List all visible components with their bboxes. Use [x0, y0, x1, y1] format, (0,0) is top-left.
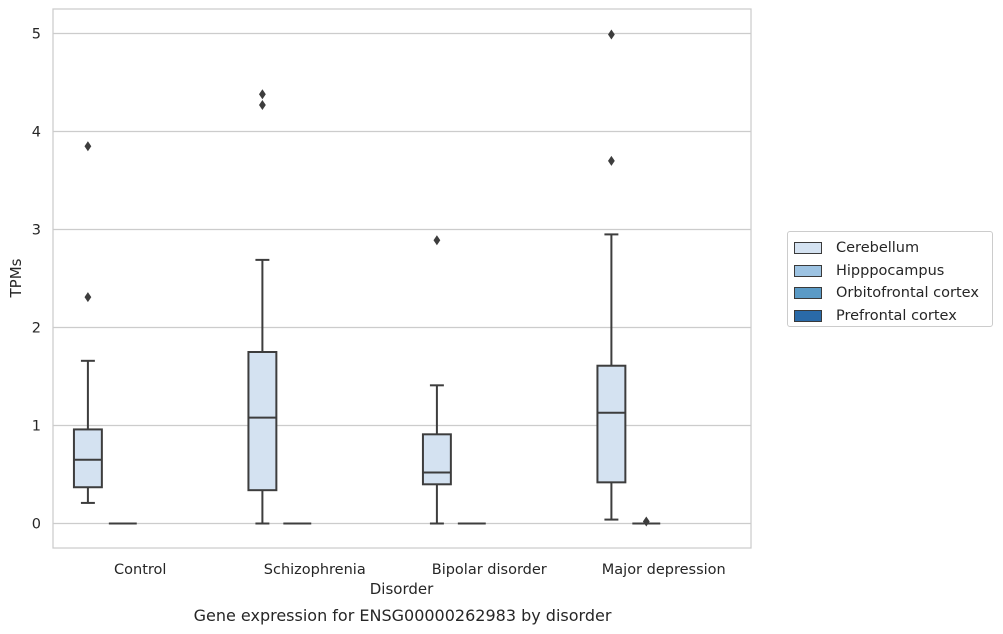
box-plot: [247, 89, 278, 525]
x-tick-label: Control: [114, 562, 166, 578]
box-plot: [632, 516, 661, 527]
figure-caption: Gene expression for ENSG00000262983 by d…: [193, 606, 612, 625]
legend-item-hippocampus: Hipppocampus: [788, 260, 992, 283]
box-plots: [72, 29, 661, 527]
box-plot: [72, 141, 103, 504]
outlier-point: [84, 292, 92, 303]
legend-item-prefrontal: Prefrontal cortex: [788, 305, 992, 328]
legend-item-orbitofrontal: Orbitofrontal cortex: [788, 282, 992, 305]
legend-swatch-orbitofrontal: [794, 287, 822, 300]
x-tick-labels: Control Schizophrenia Bipolar disorder Majo…: [114, 562, 726, 578]
box-plot: [421, 235, 452, 525]
x-axis-label: Disorder: [369, 580, 434, 598]
legend-label: Cerebellum: [836, 240, 920, 256]
legend-swatch-cerebellum: [794, 242, 822, 255]
y-tick-label: 1: [32, 419, 41, 435]
legend: Cerebellum Hipppocampus Orbitofrontal co…: [787, 231, 993, 327]
outlier-point: [608, 155, 615, 166]
outlier-point: [259, 100, 266, 111]
y-tick-label: 4: [32, 125, 41, 141]
y-gridlines: [53, 32, 751, 525]
outlier-point: [433, 235, 441, 246]
x-tick-label: Schizophrenia: [264, 562, 366, 578]
x-tick-label: Bipolar disorder: [432, 562, 547, 578]
box: [596, 364, 627, 484]
plot-area-frame: [52, 8, 752, 549]
legend-label: Prefrontal cortex: [836, 307, 957, 324]
y-tick-labels: 0 1 2 3 4 5: [32, 27, 41, 533]
legend-swatch-prefrontal: [794, 309, 822, 322]
x-tick-label: Major depression: [602, 562, 726, 578]
box: [247, 351, 278, 492]
box: [421, 433, 452, 486]
y-tick-label: 5: [32, 27, 41, 43]
y-tick-label: 3: [32, 223, 41, 239]
y-axis-label: TPMs: [7, 258, 25, 298]
box: [72, 428, 103, 489]
outlier-point: [608, 29, 615, 40]
outlier-point: [259, 89, 266, 100]
legend-item-cerebellum: Cerebellum: [788, 237, 992, 260]
legend-label: Orbitofrontal cortex: [836, 285, 979, 301]
box-plot: [596, 29, 627, 521]
legend-label: Hipppocampus: [836, 262, 945, 279]
y-tick-label: 0: [32, 517, 41, 533]
outlier-point: [84, 141, 92, 152]
outlier-point: [642, 516, 650, 527]
y-tick-label: 2: [32, 321, 41, 337]
legend-swatch-hippocampus: [794, 264, 822, 277]
